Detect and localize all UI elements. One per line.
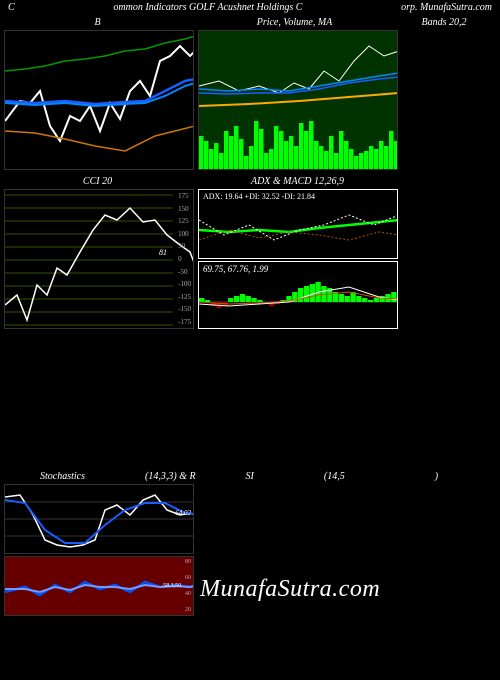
bollinger-chart	[4, 30, 194, 170]
stochastics-chart: 64.02	[4, 484, 194, 554]
header-right: orp. MunafaSutra.com	[401, 2, 492, 13]
chart-row-2: 175150125100500-50-100-125-150-175 81 AD…	[0, 189, 500, 329]
stoch-label-2: (14,3,3) & R	[145, 471, 196, 482]
row1-title-left: B	[0, 17, 195, 28]
stoch-label-5: )	[435, 471, 438, 482]
cci-value-label: 81	[159, 248, 167, 257]
row1-title-center: Price, Volume, MA	[195, 17, 394, 28]
page-header: C ommon Indicators GOLF Acushnet Holding…	[0, 0, 500, 15]
adx-values-label: ADX: 19.64 +DI: 32.52 -DI: 21.84	[203, 192, 315, 201]
rsi-chart: 80604020 58.3,50	[4, 556, 194, 616]
macd-chart: 69.75, 67.76, 1.99	[198, 261, 398, 329]
price-volume-chart	[198, 30, 398, 170]
watermark-text: MunafaSutra.com	[200, 576, 380, 603]
cci-chart: 175150125100500-50-100-125-150-175 81	[4, 189, 194, 329]
stoch-label-4: (14,5	[324, 471, 345, 482]
rsi-y-labels: 80604020	[185, 557, 191, 615]
cci-y-labels: 175150125100500-50-100-125-150-175	[178, 190, 191, 328]
stoch-label-3: SI	[246, 471, 254, 482]
row2-titles: CCI 20 ADX & MACD 12,26,9	[0, 174, 500, 189]
row2-title-right: ADX & MACD 12,26,9	[195, 176, 400, 187]
row1-title-right: Bands 20,2	[394, 17, 494, 28]
row1-titles: B Price, Volume, MA Bands 20,2	[0, 15, 500, 30]
stoch-value-label: 64.02	[175, 509, 191, 517]
header-center: ommon Indicators GOLF Acushnet Holdings …	[113, 2, 302, 13]
rsi-value-label: 58.3,50	[163, 583, 181, 589]
row3-titles: Stochastics (14,3,3) & R SI (14,5 )	[0, 469, 500, 484]
row2-title-left: CCI 20	[0, 176, 195, 187]
adx-chart: ADX: 19.64 +DI: 32.52 -DI: 21.84	[198, 189, 398, 259]
header-left: C	[8, 2, 15, 13]
stoch-label-1: Stochastics	[40, 471, 85, 482]
macd-values-label: 69.75, 67.76, 1.99	[203, 264, 268, 274]
chart-row-3: 64.02 80604020 58.3,50	[0, 484, 198, 616]
chart-row-1	[0, 30, 500, 170]
